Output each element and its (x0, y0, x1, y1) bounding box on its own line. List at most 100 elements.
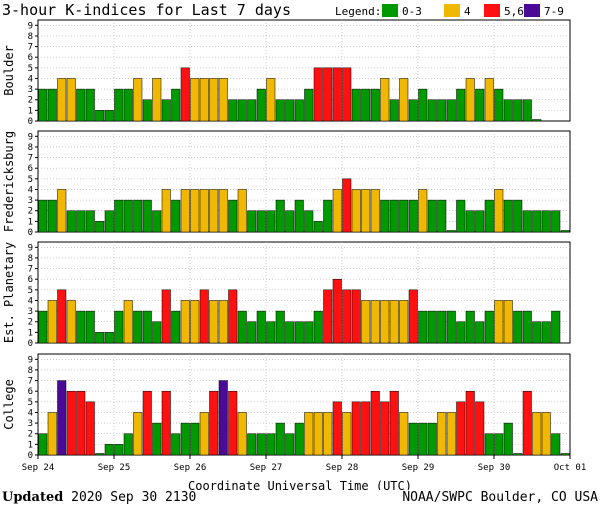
bar (484, 310, 494, 344)
bar (209, 78, 219, 122)
bar (47, 88, 57, 122)
bar (152, 210, 162, 233)
bar (323, 199, 333, 233)
y-tick-label: 5 (28, 175, 33, 185)
bar (38, 88, 48, 122)
bar (104, 444, 114, 456)
bar (152, 422, 162, 456)
bar (161, 189, 171, 233)
bar (76, 310, 86, 344)
legend-swatch-0 (382, 4, 398, 17)
bar (551, 310, 561, 344)
bar (294, 321, 304, 344)
bar (551, 433, 561, 456)
bar (408, 289, 418, 344)
bar (228, 199, 238, 233)
bar (171, 310, 181, 344)
legend-text-3: 7-9 (544, 5, 564, 18)
bar (484, 78, 494, 122)
bar (494, 88, 504, 122)
y-tick-label: 2 (28, 318, 33, 328)
bar (475, 321, 485, 344)
bar (389, 390, 399, 456)
y-tick-label: 4 (28, 185, 33, 195)
y-tick-label: 2 (28, 430, 33, 440)
bar (85, 401, 95, 456)
bar (532, 321, 542, 344)
bar (85, 88, 95, 122)
bar (285, 433, 295, 456)
bar (161, 99, 171, 122)
bar (199, 78, 209, 122)
bar (256, 433, 266, 456)
bar (313, 67, 323, 122)
x-axis: Sep 24 Sep 25 Sep 26 Sep 27 Sep 28 Sep 29 Sep … (22, 455, 586, 473)
bar (465, 210, 475, 233)
bar (199, 412, 209, 456)
bar (456, 199, 466, 233)
y-tick-label: 2 (28, 207, 33, 217)
bar (475, 401, 485, 456)
bar (237, 412, 247, 456)
legend-swatch-3 (524, 4, 540, 17)
y-tick-label: 1 (28, 106, 33, 116)
bar (95, 110, 105, 122)
bar (275, 99, 285, 122)
bar (114, 88, 124, 122)
bar (456, 88, 466, 122)
bar (66, 78, 76, 122)
footer-credit: NOAA/SWPC Boulder, CO USA (402, 490, 598, 505)
bar (171, 199, 181, 233)
bar (76, 88, 86, 122)
bar (532, 210, 542, 233)
bar (266, 210, 276, 233)
y-tick-label: 4 (28, 74, 33, 84)
bar (513, 453, 523, 456)
bar (209, 390, 219, 456)
bar (38, 310, 48, 344)
bar (133, 78, 143, 122)
bar (532, 119, 542, 122)
bar (247, 433, 257, 456)
bar (361, 300, 371, 344)
bar (133, 199, 143, 233)
bar (123, 300, 133, 344)
bar (494, 433, 504, 456)
bar (123, 88, 133, 122)
legend-swatch-1 (444, 4, 460, 17)
y-tick-label: 5 (28, 398, 33, 408)
bar (418, 88, 428, 122)
y-tick-label: 9 (28, 355, 33, 365)
bar (95, 453, 105, 456)
bar (304, 88, 314, 122)
bar (247, 99, 257, 122)
bar (57, 78, 67, 122)
bar (437, 310, 447, 344)
y-tick-label: 7 (28, 265, 33, 275)
panel-ylabel: College (2, 379, 16, 430)
legend: Legend: 0-3 4 5,6 7-9 (335, 4, 564, 18)
bar (323, 289, 333, 344)
bar (275, 310, 285, 344)
bar (370, 390, 380, 456)
y-tick-label: 8 (28, 143, 33, 153)
y-tick-label: 7 (28, 43, 33, 53)
legend-text-0: 0-3 (402, 5, 422, 18)
bar (304, 321, 314, 344)
bar (285, 321, 295, 344)
bar (332, 278, 342, 344)
updated-label: Updated (2, 490, 64, 505)
bar (47, 300, 57, 344)
bar (475, 88, 485, 122)
bar (209, 300, 219, 344)
bar (256, 310, 266, 344)
bar (541, 321, 551, 344)
bar (218, 78, 228, 122)
y-tick-label: 0 (28, 228, 33, 238)
y-tick-label: 6 (28, 275, 33, 285)
y-tick-label: 0 (28, 451, 33, 461)
k-index-chart: 3-hour K-indices for Last 7 days Legend:… (2, 1, 586, 490)
bar (47, 199, 57, 233)
bar (237, 189, 247, 233)
